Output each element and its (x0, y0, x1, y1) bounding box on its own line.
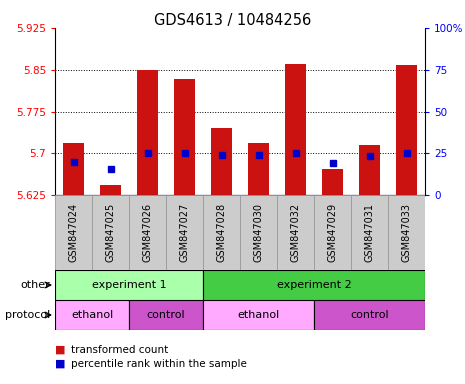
Text: ethanol: ethanol (237, 310, 279, 320)
Bar (322, 169, 343, 195)
Bar (203, 300, 314, 330)
Text: GSM847031: GSM847031 (365, 203, 374, 262)
Text: GSM847032: GSM847032 (291, 203, 300, 262)
Bar (286, 64, 306, 195)
Bar (351, 195, 388, 270)
Bar (166, 195, 203, 270)
Bar (203, 195, 240, 270)
Bar (396, 65, 417, 195)
Bar (137, 70, 158, 195)
Text: ■: ■ (55, 359, 66, 369)
Bar (211, 128, 232, 195)
Bar (174, 79, 195, 195)
Text: ethanol: ethanol (71, 310, 113, 320)
Text: experiment 1: experiment 1 (92, 280, 166, 290)
Bar (240, 195, 277, 270)
Bar (129, 300, 203, 330)
Bar (359, 145, 380, 195)
Text: GSM847030: GSM847030 (253, 203, 264, 262)
Text: GSM847025: GSM847025 (106, 203, 115, 262)
Bar (55, 300, 129, 330)
Bar (314, 195, 351, 270)
Text: GSM847024: GSM847024 (68, 203, 79, 262)
Text: control: control (146, 310, 186, 320)
Text: GSM847027: GSM847027 (179, 203, 190, 262)
Bar (388, 195, 425, 270)
Text: transformed count: transformed count (71, 345, 168, 355)
Text: ■: ■ (55, 345, 66, 355)
Bar (92, 195, 129, 270)
Bar (248, 143, 269, 195)
Text: GSM847028: GSM847028 (217, 203, 226, 262)
Text: experiment 2: experiment 2 (277, 280, 352, 290)
Bar (55, 270, 203, 300)
Text: other: other (20, 280, 50, 290)
Text: protocol: protocol (5, 310, 50, 320)
Text: GSM847026: GSM847026 (142, 203, 153, 262)
Text: GSM847029: GSM847029 (327, 203, 338, 262)
Text: control: control (350, 310, 389, 320)
Text: percentile rank within the sample: percentile rank within the sample (71, 359, 247, 369)
Bar (55, 195, 92, 270)
Bar (277, 195, 314, 270)
Text: GDS4613 / 10484256: GDS4613 / 10484256 (154, 13, 311, 28)
Bar (100, 185, 121, 195)
Bar (63, 143, 84, 195)
Bar (203, 270, 425, 300)
Text: GSM847033: GSM847033 (401, 203, 412, 262)
Bar (129, 195, 166, 270)
Bar (314, 300, 425, 330)
